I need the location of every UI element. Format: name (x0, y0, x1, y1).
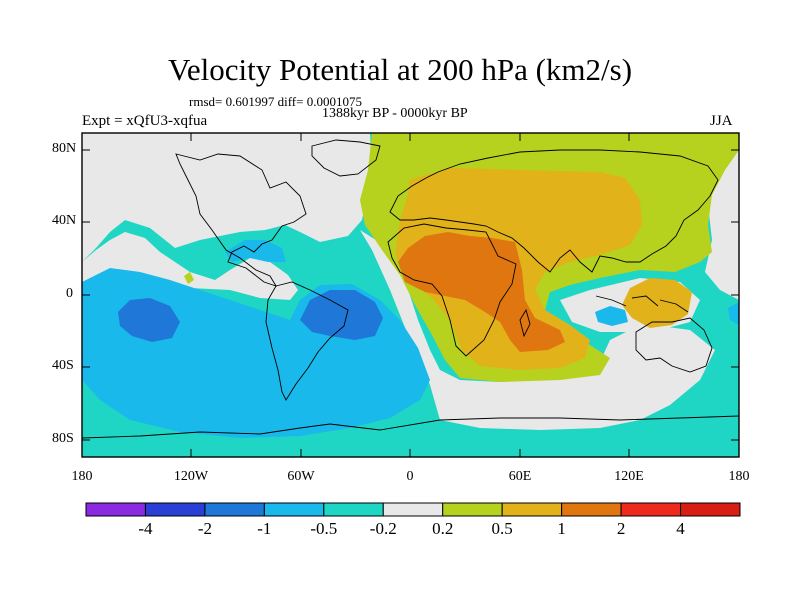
coastline-indonesia (595, 295, 689, 313)
colorbar-swatch (263, 502, 325, 517)
colorbar-swatch (382, 502, 444, 517)
contour-field (82, 133, 739, 457)
colorbar-swatch (144, 502, 206, 517)
contour-green-pacific-speck (184, 272, 194, 284)
colorbar-label: -1 (257, 519, 272, 538)
lon-label-180w: 180 (71, 469, 93, 484)
rmsd-diff-stats: rmsd= 0.601997 diff= 0.0001075 (189, 94, 362, 109)
colorbar-label: 1 (557, 519, 566, 538)
coastline-africa (387, 223, 517, 357)
colorbar-swatch (323, 502, 384, 517)
colorbar-swatch (620, 502, 682, 517)
axis-ticks (82, 133, 739, 457)
lat-label-80s: 80S (52, 431, 74, 446)
colorbar-label: 0.2 (432, 519, 454, 538)
lat-label-0: 0 (66, 286, 73, 301)
contour-orange-indonesia (622, 278, 692, 328)
colorbar-label: -0.2 (369, 519, 397, 538)
contour-lightblue-indonesia (595, 306, 628, 326)
coastline-eurasia (389, 149, 719, 273)
coastline-antarctica (82, 415, 739, 439)
contour-grey-southern (360, 230, 715, 430)
colorbar (85, 502, 741, 517)
coastline-madagascar (519, 308, 531, 338)
colorbar-label: -4 (138, 519, 153, 538)
lon-label-120e: 120E (614, 469, 644, 484)
time-period-subtitle: 1388kyr BP - 0000kyr BP (322, 106, 468, 121)
coastline-greenland (311, 139, 381, 177)
lon-label-60e: 60E (508, 469, 532, 484)
colorbar-swatch (204, 502, 265, 517)
colorbar-swatch (85, 502, 146, 517)
contour-lightblue-east-edge (728, 302, 739, 325)
colorbar-label: 2 (616, 519, 626, 538)
colorbar-swatch (501, 502, 563, 517)
colorbar-label: 0.5 (491, 519, 513, 538)
coastline-north-america (175, 153, 307, 287)
season-label: JJA (710, 113, 733, 129)
contour-grey-east-asia (705, 133, 739, 300)
colorbar-swatch (561, 502, 622, 517)
lat-label-80n: 80N (52, 141, 77, 156)
lon-label-60w: 60W (287, 469, 315, 484)
contour-grey-north-america (82, 133, 372, 262)
lon-label-180e: 180 (728, 469, 750, 484)
colorbar-label: 4 (676, 519, 685, 538)
lon-label-0: 0 (406, 469, 414, 484)
colorbar-label: -0.5 (310, 519, 338, 538)
experiment-label: Expt = xQfU3-xqfua (82, 113, 208, 129)
coastlines (82, 139, 739, 439)
coastline-south-america (265, 281, 349, 401)
lat-label-40s: 40S (52, 358, 74, 373)
map-title: Velocity Potential at 200 hPa (km2/s) (167, 52, 633, 87)
colorbar-swatch (680, 502, 741, 517)
lat-label-40n: 40N (52, 213, 77, 228)
colorbar-label: -2 (197, 519, 212, 538)
lon-label-120w: 120W (173, 469, 209, 484)
contour-grey-north-pacific-west (82, 232, 298, 300)
colorbar-swatch (442, 502, 503, 517)
coastline-australia (635, 317, 713, 373)
contour-darkorange-africa (398, 232, 565, 352)
contour-blue-central-pacific (118, 298, 180, 342)
contour-blue-amazon (300, 290, 383, 340)
